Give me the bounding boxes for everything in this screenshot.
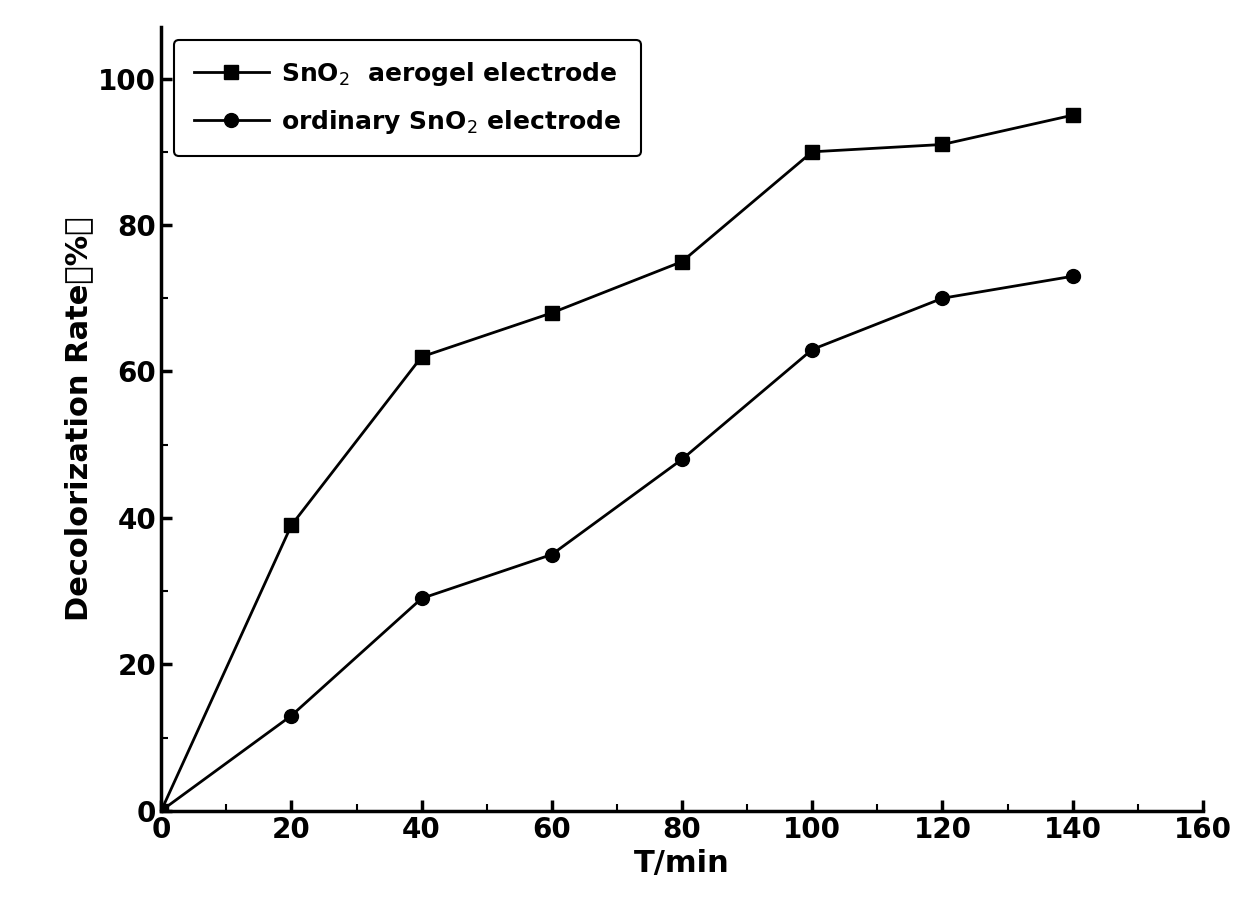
Line: SnO$_2$  aerogel electrode: SnO$_2$ aerogel electrode — [154, 108, 1080, 818]
SnO$_2$  aerogel electrode — [675, 256, 689, 267]
ordinary SnO$_2$ electrode — [1065, 271, 1080, 281]
SnO$_2$  aerogel electrode — [935, 139, 950, 150]
X-axis label: T/min: T/min — [634, 849, 730, 878]
SnO$_2$  aerogel electrode — [284, 520, 299, 531]
Line: ordinary SnO$_2$ electrode: ordinary SnO$_2$ electrode — [154, 270, 1080, 818]
SnO$_2$  aerogel electrode — [1065, 109, 1080, 120]
ordinary SnO$_2$ electrode — [544, 549, 559, 560]
Legend: SnO$_2$  aerogel electrode, ordinary SnO$_2$ electrode: SnO$_2$ aerogel electrode, ordinary SnO$… — [174, 40, 641, 156]
ordinary SnO$_2$ electrode — [805, 344, 820, 355]
SnO$_2$  aerogel electrode — [805, 147, 820, 158]
SnO$_2$  aerogel electrode — [154, 805, 169, 816]
ordinary SnO$_2$ electrode — [935, 292, 950, 303]
Y-axis label: Decolorization Rate（%）: Decolorization Rate（%） — [63, 217, 93, 621]
SnO$_2$  aerogel electrode — [414, 352, 429, 363]
ordinary SnO$_2$ electrode — [284, 711, 299, 722]
ordinary SnO$_2$ electrode — [154, 805, 169, 816]
ordinary SnO$_2$ electrode — [414, 593, 429, 604]
ordinary SnO$_2$ electrode — [675, 454, 689, 465]
SnO$_2$  aerogel electrode — [544, 307, 559, 318]
